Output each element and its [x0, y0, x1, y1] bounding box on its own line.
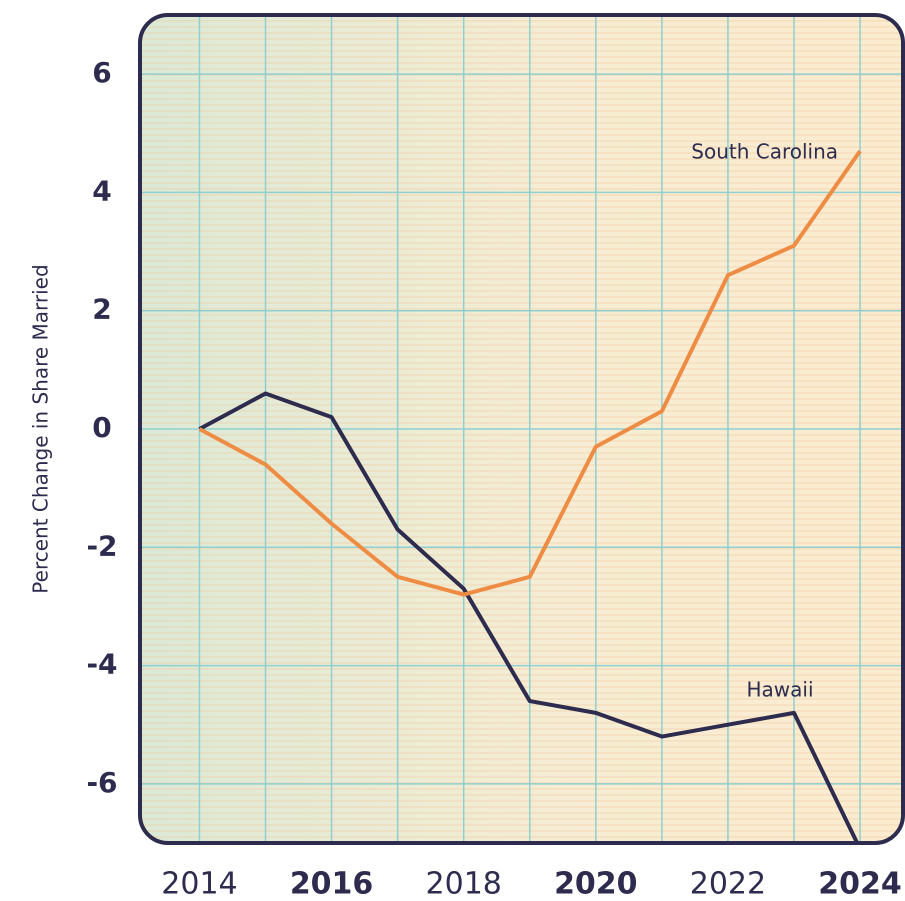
series-label: Hawaii: [746, 677, 813, 701]
y-tick-label: 0: [92, 411, 111, 444]
series-label: South Carolina: [691, 140, 838, 164]
x-tick-label: 2018: [426, 867, 502, 901]
x-tick-label: 2022: [690, 867, 766, 901]
y-tick-label: -4: [86, 648, 117, 681]
y-tick-label: 2: [92, 293, 111, 326]
series-line: [198, 149, 862, 597]
x-tick-label: 2014: [161, 867, 237, 901]
y-tick-label: -6: [86, 766, 117, 799]
x-tick-label: 2024: [818, 867, 902, 901]
series-line: [198, 391, 862, 843]
x-tick-label: 2016: [290, 867, 374, 901]
x-tick-label: 2020: [554, 867, 638, 901]
y-tick-label: -2: [86, 529, 117, 562]
y-tick-label: 6: [92, 56, 111, 89]
y-tick-label: 4: [92, 174, 111, 207]
plot-border: [138, 13, 905, 845]
y-axis-label: Percent Change in Share Married: [29, 264, 53, 593]
